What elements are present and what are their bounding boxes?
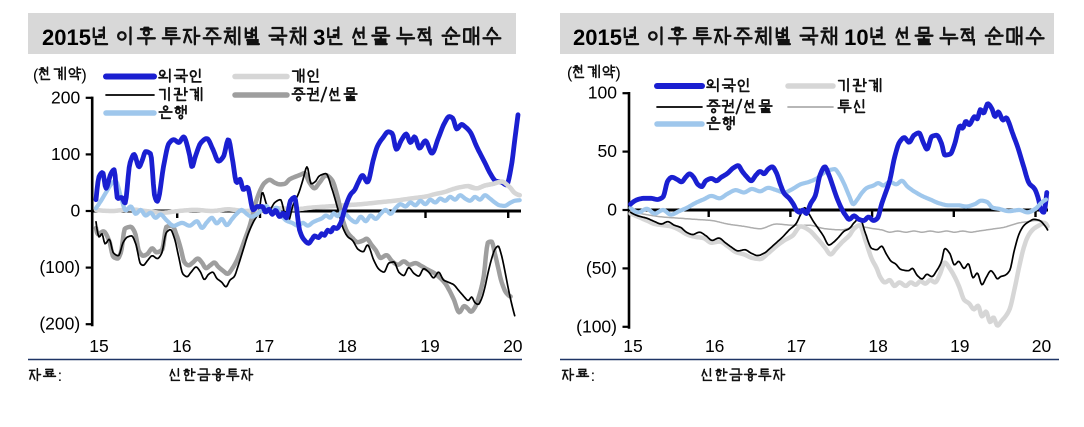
svg-text:17: 17 bbox=[255, 336, 274, 356]
svg-text:18: 18 bbox=[337, 336, 356, 356]
svg-text:): ) bbox=[615, 65, 620, 82]
svg-text::: : bbox=[591, 368, 595, 385]
svg-text:(100): (100) bbox=[576, 316, 617, 336]
svg-text:(100): (100) bbox=[39, 257, 80, 277]
svg-text::: : bbox=[58, 368, 62, 385]
svg-text:20: 20 bbox=[1032, 336, 1052, 356]
svg-text:16: 16 bbox=[705, 336, 724, 356]
svg-text:(: ( bbox=[33, 67, 39, 84]
svg-text:0: 0 bbox=[607, 200, 617, 220]
svg-text:19: 19 bbox=[950, 336, 969, 356]
svg-text:3: 3 bbox=[313, 25, 325, 50]
svg-text:2015: 2015 bbox=[573, 25, 622, 50]
svg-text:17: 17 bbox=[787, 336, 806, 356]
svg-text:20: 20 bbox=[503, 336, 523, 356]
svg-text:): ) bbox=[81, 67, 86, 84]
svg-text:15: 15 bbox=[89, 336, 108, 356]
svg-text:100: 100 bbox=[51, 144, 80, 164]
svg-text:100: 100 bbox=[588, 83, 617, 103]
svg-text:200: 200 bbox=[51, 87, 80, 107]
svg-text:(: ( bbox=[567, 65, 573, 82]
svg-text:2015: 2015 bbox=[42, 25, 91, 50]
svg-text:50: 50 bbox=[598, 141, 618, 161]
svg-text:18: 18 bbox=[868, 336, 887, 356]
svg-text:(200): (200) bbox=[39, 314, 80, 334]
svg-text:16: 16 bbox=[172, 336, 191, 356]
svg-text:(50): (50) bbox=[586, 258, 617, 278]
svg-text:15: 15 bbox=[623, 336, 642, 356]
svg-text:0: 0 bbox=[70, 201, 80, 221]
svg-text:10: 10 bbox=[844, 25, 868, 50]
svg-text:19: 19 bbox=[420, 336, 439, 356]
